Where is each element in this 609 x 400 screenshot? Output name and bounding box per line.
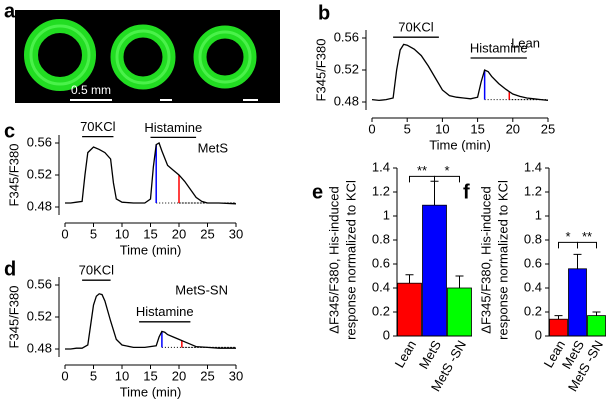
bar (568, 268, 587, 337)
y-tick-label: 0.56 (334, 29, 359, 44)
y-tick-label: 0.56 (27, 134, 52, 149)
scale-label: 0.5 mm (71, 83, 111, 97)
bar (549, 318, 568, 337)
x-tick-label: 20 (172, 226, 186, 241)
y-axis-label: ΔF345/F380, His-induced (478, 186, 493, 333)
annotation: Histamine (136, 304, 194, 319)
y-tick-label: 1.2 (524, 183, 542, 198)
error-bar (554, 315, 563, 320)
trace-label: Lean (511, 35, 540, 50)
trace-label: MetS-SN (175, 282, 228, 297)
y-tick-label: 0.4 (372, 279, 390, 294)
y-tick-label: 0.52 (334, 61, 359, 76)
y-axis-label: F345/F380 (6, 286, 21, 349)
error-bar (573, 253, 582, 269)
y-axis-label: ΔF345/F380, His-induced (326, 186, 341, 333)
y-tick-label: 0.4 (524, 279, 542, 294)
significance-bracket (434, 175, 460, 183)
y-tick-label: 1.4 (372, 159, 390, 174)
y-tick-label: 0.8 (524, 231, 542, 246)
vessel-ring (198, 30, 252, 84)
y-axis-label: F345/F380 (6, 144, 21, 207)
annotation: 70KCl (398, 20, 434, 35)
y-tick-label: 0.2 (372, 303, 390, 318)
y-tick-label: 0.48 (27, 198, 52, 213)
x-tick-label: 5 (90, 368, 97, 383)
error-bar (455, 275, 464, 288)
significance-label: * (565, 229, 570, 244)
y-tick-label: 0.52 (27, 308, 52, 323)
y-axis-label: response normalized to KCl (495, 180, 510, 340)
x-tick-label: 15 (470, 121, 484, 136)
y-tick-label: 0.48 (334, 93, 359, 108)
annotation: 70KCl (79, 263, 115, 278)
error-bar (592, 311, 601, 316)
trace (65, 293, 236, 350)
vessel-ring (29, 24, 91, 86)
x-axis-label: Time (min) (429, 137, 491, 152)
x-tick-label: 5 (90, 226, 97, 241)
x-tick-label: 0 (368, 121, 375, 136)
x-tick-label: 20 (506, 121, 520, 136)
x-tick-label: 25 (541, 121, 555, 136)
y-axis-label: response normalized to KCl (343, 180, 358, 340)
annotation: 70KCl (80, 119, 116, 134)
x-tick-label: 25 (200, 368, 214, 383)
x-tick-label: 30 (229, 368, 243, 383)
y-tick-label: 0.6 (524, 255, 542, 270)
x-tick-label: 20 (172, 368, 186, 383)
image-panel: a 0.5 mm (4, 0, 280, 103)
x-tick-label: 15 (143, 226, 157, 241)
y-tick-label: 1 (535, 207, 542, 222)
bar (422, 204, 447, 337)
y-tick-label: 0.2 (524, 303, 542, 318)
panel-letter: a (4, 0, 16, 22)
y-tick-label: 0 (383, 327, 390, 342)
annotation: Histamine (470, 40, 528, 55)
y-axis-label: F345/F380 (313, 39, 328, 102)
x-axis-label: Time (min) (120, 384, 182, 399)
x-tick-label: 0 (61, 368, 68, 383)
annotation: Histamine (144, 120, 202, 135)
x-tick-label: 0 (61, 226, 68, 241)
vessel-ring (115, 29, 171, 85)
y-tick-label: 0.52 (27, 166, 52, 181)
x-tick-label: 15 (143, 368, 157, 383)
significance-label: ** (417, 163, 427, 178)
x-tick-label: 25 (200, 226, 214, 241)
trace (65, 142, 237, 205)
y-tick-label: 0.48 (27, 340, 52, 355)
significance-bracket (577, 241, 597, 249)
x-tick-label: 5 (404, 121, 411, 136)
y-tick-label: 0.6 (372, 255, 390, 270)
y-tick-label: 0 (535, 327, 542, 342)
y-tick-label: 1 (383, 207, 390, 222)
significance-label: ** (582, 229, 592, 244)
trace-label: MetS (198, 140, 229, 155)
error-bar (430, 180, 439, 206)
trace (371, 43, 549, 102)
error-bar (405, 274, 414, 284)
y-tick-label: 1.4 (524, 159, 542, 174)
bar (397, 282, 422, 337)
y-tick-label: 0.8 (372, 231, 390, 246)
x-tick-label: Lean (392, 338, 419, 371)
x-axis-label: Time (min) (120, 242, 182, 257)
x-tick-label: 10 (435, 121, 449, 136)
bar (587, 315, 606, 337)
bar (447, 287, 472, 337)
panel-letter: c (4, 120, 15, 142)
y-tick-label: 1.2 (372, 183, 390, 198)
panel-letter: b (318, 2, 330, 24)
x-tick-label: 10 (115, 368, 129, 383)
x-tick-label: 30 (229, 226, 243, 241)
significance-label: * (444, 163, 449, 178)
panel-letter: f (463, 181, 470, 203)
panel-letter: e (312, 181, 323, 203)
y-tick-label: 0.56 (27, 276, 52, 291)
x-tick-label: 10 (115, 226, 129, 241)
panel-letter: d (4, 258, 16, 280)
